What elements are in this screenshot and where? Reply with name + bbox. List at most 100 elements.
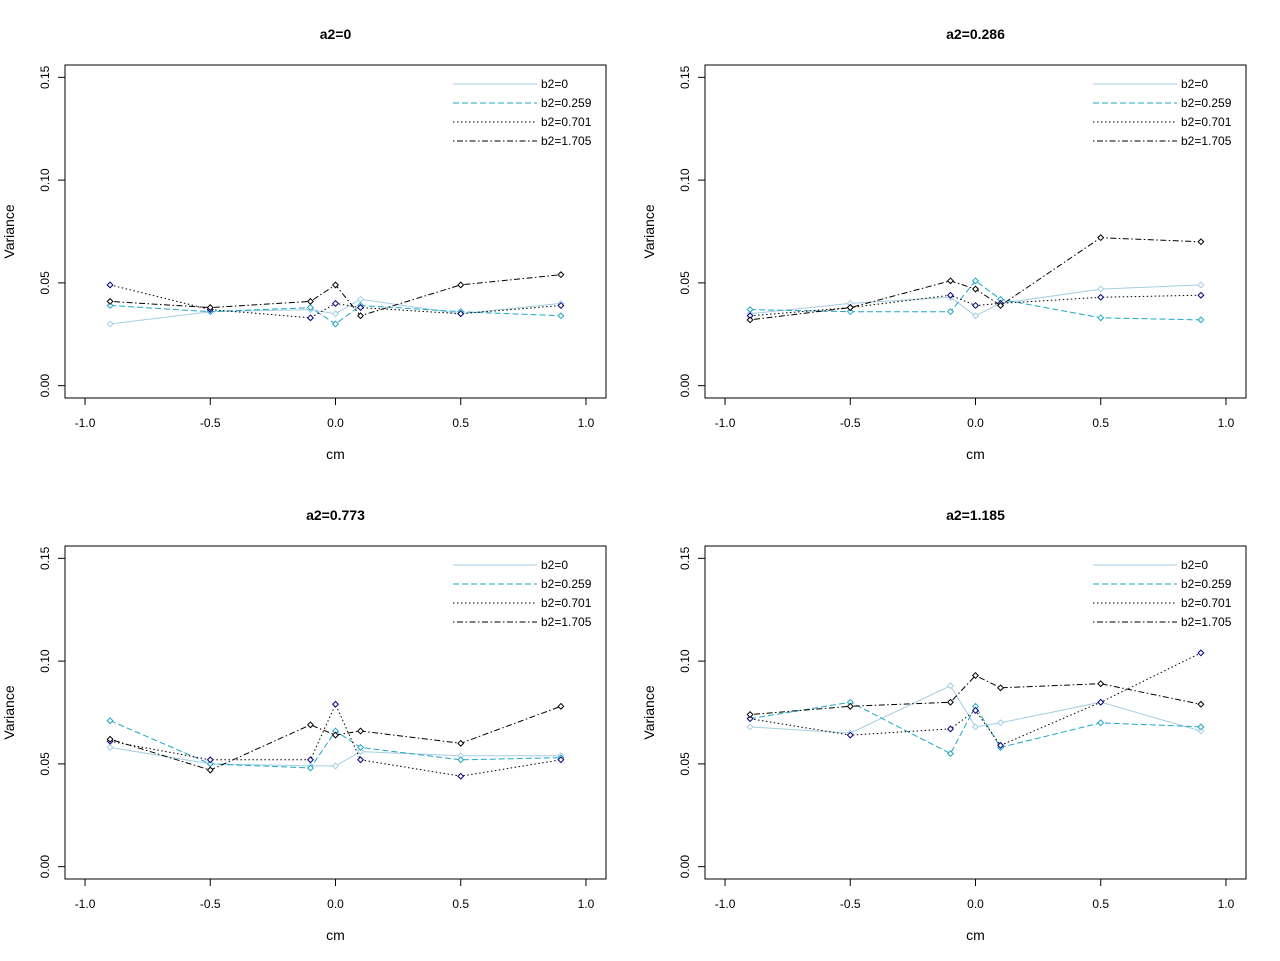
data-point xyxy=(971,312,980,320)
data-point xyxy=(997,301,1005,310)
data-point xyxy=(106,320,114,328)
data-point xyxy=(557,301,565,310)
plot-frame xyxy=(64,64,607,399)
y-axis-label: Variance xyxy=(1,685,17,739)
y-axis-label: Variance xyxy=(1,204,17,258)
data-point xyxy=(746,715,754,723)
data-point xyxy=(357,295,365,303)
data-point xyxy=(1097,285,1105,293)
panel-a2-0: a2=0 cm Variance -1.0 -0.5 0.0 0.5 1.0 0.00 0.05 0… xyxy=(1,26,607,462)
data-point xyxy=(557,312,565,320)
data-point xyxy=(997,684,1005,692)
plot-frame xyxy=(64,545,607,880)
data-point xyxy=(357,756,365,764)
data-point xyxy=(306,721,314,729)
data-point xyxy=(846,731,854,739)
data-point xyxy=(1097,680,1105,688)
data-point xyxy=(106,281,114,289)
x-tick-label: -1.0 xyxy=(75,897,96,911)
legend-label: b2=1.705 xyxy=(1181,615,1232,629)
data-point xyxy=(1097,314,1105,322)
chart-title: a2=0.286 xyxy=(946,26,1005,42)
x-tick-label: -0.5 xyxy=(840,897,861,911)
x-tick-label: 1.0 xyxy=(1218,416,1235,430)
data-point xyxy=(357,312,365,320)
data-point xyxy=(306,314,314,322)
x-axis-label: cm xyxy=(326,446,345,462)
x-tick-label: 1.0 xyxy=(578,416,595,430)
data-point xyxy=(946,291,954,299)
data-point xyxy=(971,706,980,714)
data-point xyxy=(106,297,114,305)
legend-label: b2=1.705 xyxy=(541,134,592,148)
y-tick-label: 0.05 xyxy=(38,752,52,776)
data-point xyxy=(971,301,980,310)
data-point xyxy=(106,743,114,751)
legend-label: b2=0.701 xyxy=(1181,115,1232,129)
y-tick-label: 0.00 xyxy=(678,855,692,879)
data-point xyxy=(106,735,114,743)
data-point xyxy=(997,719,1005,727)
data-point xyxy=(971,285,980,293)
panel-a2-1.185: a2=1.185 cm Variance -1.0 -0.5 0.0 0.5 1.0 0.00 0… xyxy=(641,507,1247,943)
legend-label: b2=0.701 xyxy=(541,115,592,129)
data-point xyxy=(457,772,465,780)
data-point xyxy=(306,304,314,312)
x-tick-label: 0.0 xyxy=(327,416,344,430)
x-tick-label: -1.0 xyxy=(75,416,96,430)
data-point xyxy=(331,281,340,289)
data-point xyxy=(946,698,954,706)
x-axis-label: cm xyxy=(966,927,985,943)
y-tick-label: 0.00 xyxy=(38,855,52,879)
data-point xyxy=(971,277,980,285)
data-point xyxy=(1197,291,1205,299)
data-point xyxy=(946,725,954,733)
legend-label: b2=0 xyxy=(541,558,568,572)
data-point xyxy=(946,308,954,316)
x-tick-label: -0.5 xyxy=(200,897,221,911)
y-tick-label: 0.10 xyxy=(678,649,692,673)
legend-label: b2=0.259 xyxy=(1181,577,1232,591)
data-point xyxy=(357,743,365,751)
data-point xyxy=(206,756,214,764)
x-axis-label: cm xyxy=(326,927,345,943)
legend-label: b2=0.259 xyxy=(541,577,592,591)
y-tick-label: 0.05 xyxy=(678,752,692,776)
x-tick-label: -0.5 xyxy=(200,416,221,430)
data-point xyxy=(306,756,314,764)
data-point xyxy=(331,700,340,708)
panel-a2-0.286: a2=0.286 cm Variance -1.0 -0.5 0.0 0.5 1.0 0.00 0… xyxy=(641,26,1247,462)
y-tick-label: 0.15 xyxy=(678,546,692,570)
y-tick-label: 0.05 xyxy=(678,271,692,295)
legend-label: b2=1.705 xyxy=(1181,134,1232,148)
panel-a2-0.773: a2=0.773 cm Variance -1.0 -0.5 0.0 0.5 1.0 0.00 0… xyxy=(1,507,607,943)
legend-label: b2=0 xyxy=(541,77,568,91)
data-point xyxy=(1197,281,1205,289)
data-point xyxy=(206,766,214,774)
x-tick-label: 1.0 xyxy=(1218,897,1235,911)
data-point xyxy=(846,304,854,312)
y-tick-label: 0.10 xyxy=(38,168,52,192)
data-point xyxy=(971,723,980,731)
data-point xyxy=(1097,698,1105,706)
data-point xyxy=(331,320,340,328)
data-point xyxy=(106,301,114,310)
data-point xyxy=(457,739,465,747)
x-tick-label: 1.0 xyxy=(578,897,595,911)
data-point xyxy=(1197,723,1205,731)
x-tick-label: 0.5 xyxy=(1092,897,1109,911)
x-tick-label: -1.0 xyxy=(715,416,736,430)
data-point xyxy=(357,748,365,756)
data-point xyxy=(1197,238,1205,246)
data-point xyxy=(946,277,954,285)
data-point xyxy=(946,682,954,690)
legend-label: b2=0.701 xyxy=(541,596,592,610)
data-point xyxy=(457,281,465,289)
chart-title: a2=0.773 xyxy=(306,507,365,523)
data-point xyxy=(357,727,365,735)
data-point xyxy=(1097,293,1105,301)
data-point xyxy=(746,723,754,731)
x-tick-label: 0.0 xyxy=(967,897,984,911)
data-point xyxy=(846,308,854,316)
x-tick-label: -1.0 xyxy=(715,897,736,911)
